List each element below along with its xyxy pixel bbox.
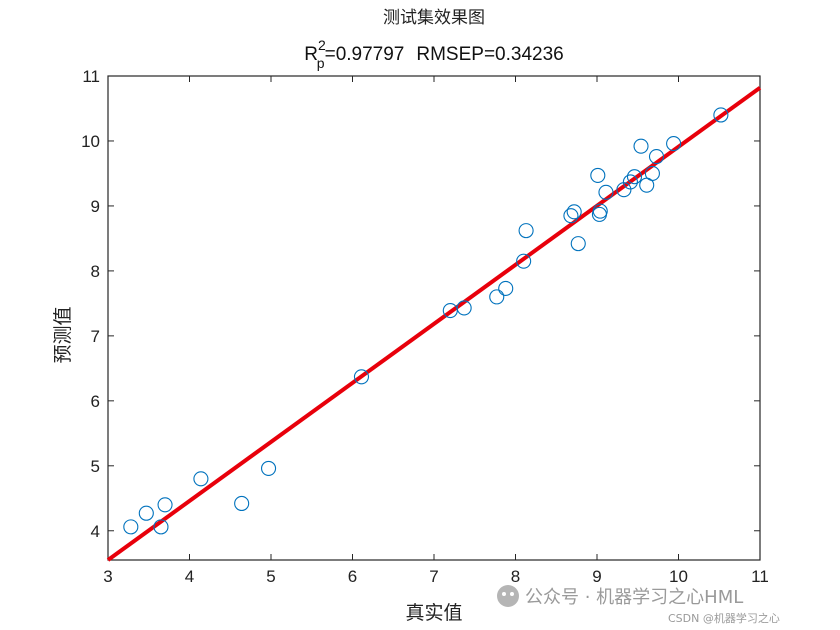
rmsep-value: RMSEP=0.34236 (416, 44, 563, 65)
y-tick-label: 7 (91, 327, 100, 346)
scatter-points (123, 107, 729, 535)
data-point (570, 236, 586, 252)
chart-title: 测试集效果图 (383, 8, 485, 28)
data-point (353, 369, 370, 385)
data-point (261, 460, 277, 476)
y-tick-label: 4 (91, 522, 100, 541)
data-point (590, 167, 606, 183)
plot-border (107, 75, 761, 561)
data-point (592, 203, 608, 219)
chart-subtitle: R2 p=0.97797 RMSEP=0.34236 (304, 37, 563, 71)
data-point (648, 149, 665, 165)
data-point (518, 223, 534, 239)
y-tick-label: 9 (91, 197, 100, 216)
data-point (644, 165, 660, 181)
y-axis-label: 预测值 (52, 306, 74, 363)
data-point (498, 280, 514, 296)
data-point (157, 497, 173, 513)
data-point (193, 471, 209, 487)
x-tick-label: 5 (266, 567, 275, 586)
data-point (516, 253, 532, 269)
axis-ticks: 3 4 5 6 7 8 9 10 11 4 5 6 7 8 9 10 11 (81, 67, 769, 586)
y-tick-label: 6 (91, 392, 100, 411)
y-tick-label: 8 (91, 262, 100, 281)
x-tick-label: 6 (348, 567, 357, 586)
data-point (489, 289, 505, 305)
data-point (633, 138, 649, 154)
data-point (234, 495, 250, 512)
y-tick-label: 5 (91, 457, 100, 476)
x-tick-label: 4 (185, 567, 194, 586)
x-tick-label: 11 (751, 567, 769, 586)
plot-area (107, 75, 761, 561)
data-point (123, 519, 139, 535)
data-point (598, 184, 614, 200)
wechat-icon (497, 585, 519, 607)
x-axis-label: 真实值 (405, 602, 462, 624)
watermark: 公众号 · 机器学习之心HML CSDN @机器学习之心 (497, 585, 780, 625)
x-tick-label: 8 (511, 567, 520, 586)
y-tick-label: 10 (81, 132, 100, 151)
data-point (153, 519, 169, 535)
r-subscript: p (317, 55, 325, 71)
x-tick-label: 7 (429, 567, 438, 586)
x-tick-label: 10 (669, 567, 688, 586)
r-symbol: R (304, 44, 318, 65)
data-point (563, 208, 579, 224)
watermark-main-text: 公众号 · 机器学习之心HML (525, 587, 743, 608)
data-point (138, 505, 154, 521)
y-tick-label: 11 (82, 67, 100, 86)
x-tick-label: 9 (592, 567, 601, 586)
data-point (713, 107, 729, 123)
r-superscript: 2 (318, 37, 326, 53)
r-value: =0.97797 (325, 44, 405, 65)
data-point (456, 300, 472, 316)
data-point (566, 204, 582, 220)
watermark-small-text: CSDN @机器学习之心 (668, 611, 780, 625)
data-point (626, 169, 643, 185)
x-tick-label: 3 (103, 567, 112, 586)
data-point (666, 136, 682, 152)
data-point (622, 174, 638, 190)
